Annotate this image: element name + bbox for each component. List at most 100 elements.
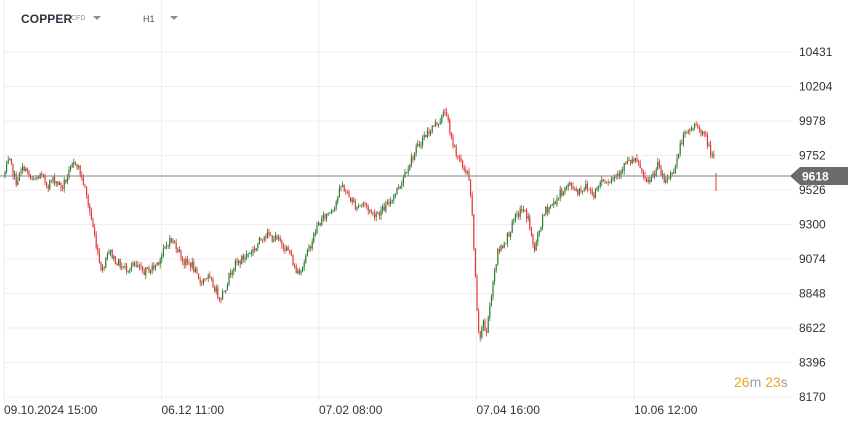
- candle-body: [337, 196, 339, 202]
- candle-body: [14, 174, 16, 177]
- candle-body: [353, 199, 355, 202]
- candle-body: [102, 267, 104, 271]
- candle-body: [161, 255, 163, 260]
- candle-body: [663, 173, 665, 183]
- time-axis: 09.10.2024 15:00 06.12 11:00 07.02 08:00 07…: [4, 403, 698, 417]
- candle-body: [492, 281, 494, 297]
- candle-body: [154, 265, 156, 269]
- candle-body: [518, 213, 520, 217]
- candle-body: [369, 210, 371, 212]
- candle-body: [583, 189, 585, 191]
- candle-body: [514, 214, 516, 221]
- candle-body: [532, 234, 534, 245]
- candle-body: [228, 273, 230, 285]
- symbol-name[interactable]: COPPER: [21, 12, 73, 26]
- candle-body: [359, 205, 361, 207]
- candle-body: [178, 249, 180, 252]
- candle-body: [604, 181, 606, 183]
- candle-body: [441, 116, 443, 122]
- candle-body: [145, 267, 147, 276]
- candle-body: [391, 200, 393, 202]
- candle-body: [526, 210, 528, 219]
- candle-body: [553, 201, 555, 205]
- candle-body: [370, 210, 372, 213]
- candle-body: [361, 204, 363, 206]
- countdown-minutes-unit: m: [749, 374, 762, 390]
- candle-body: [9, 158, 11, 160]
- candle-body: [55, 181, 57, 184]
- candle-body: [649, 179, 651, 182]
- candle-body: [543, 214, 545, 216]
- candle-body: [506, 232, 508, 244]
- candle-body: [534, 244, 536, 251]
- candle-body: [254, 248, 256, 251]
- candle-body: [350, 197, 352, 202]
- countdown-seconds-unit: s: [780, 374, 788, 390]
- candle-body: [399, 186, 401, 189]
- candle-body: [111, 249, 113, 259]
- timeframe-dropdown-icon[interactable]: [170, 16, 178, 20]
- candle-body: [89, 205, 91, 212]
- candle-body: [92, 219, 94, 227]
- candle-body: [330, 210, 332, 213]
- candle-body: [642, 170, 644, 176]
- candle-body: [602, 179, 604, 182]
- candle-body: [324, 214, 326, 219]
- candle-body: [647, 179, 649, 182]
- candle-body: [418, 144, 420, 146]
- candle-body: [100, 262, 102, 271]
- candle-body: [687, 130, 689, 133]
- candle-body: [182, 258, 184, 262]
- price-axis: 10431 10204 9978 9752 9526 9300 9074 8848 8622 83…: [799, 45, 833, 404]
- candle-body: [292, 255, 294, 266]
- candle-body: [297, 270, 299, 274]
- candle-body: [457, 155, 459, 157]
- candle-body: [63, 179, 65, 189]
- candle-body: [199, 279, 201, 283]
- candle-body: [343, 184, 345, 192]
- candle-body: [207, 275, 209, 279]
- price-tick-label: 9526: [799, 183, 826, 197]
- candle-body: [12, 163, 14, 177]
- candle-body: [103, 267, 105, 269]
- candle-body: [252, 248, 254, 253]
- candle-countdown: 26m 23s: [734, 374, 788, 390]
- candle-body: [538, 230, 540, 233]
- candle-body: [417, 144, 419, 147]
- candle-body: [362, 203, 364, 205]
- candle-body: [502, 245, 504, 249]
- candle-body: [626, 160, 628, 164]
- timeframe-selector[interactable]: H1: [143, 14, 155, 24]
- symbol-dropdown-icon[interactable]: [93, 16, 101, 20]
- candle-body: [455, 145, 457, 156]
- candle-body: [524, 209, 526, 211]
- candle-body: [71, 163, 73, 167]
- candle-body: [638, 161, 640, 164]
- candle-body: [273, 240, 275, 242]
- candle-body: [316, 225, 318, 233]
- candle-body: [190, 263, 192, 268]
- candle-body: [234, 260, 236, 269]
- candle-body: [458, 156, 460, 158]
- candle-body: [682, 134, 684, 144]
- candle-body: [230, 273, 232, 275]
- candle-body: [574, 189, 576, 191]
- candle-body: [239, 260, 241, 264]
- candle-body: [162, 248, 164, 256]
- candle-body: [582, 190, 584, 192]
- candle-body: [258, 237, 260, 245]
- candle-body: [42, 174, 44, 177]
- candle-body: [223, 291, 225, 292]
- candle-body: [263, 236, 265, 240]
- candle-body: [666, 178, 668, 181]
- candle-body: [556, 198, 558, 205]
- candle-body: [548, 206, 550, 213]
- candle-body: [41, 173, 43, 175]
- candle-body: [146, 267, 148, 269]
- candle-body: [356, 207, 358, 210]
- candle-body: [130, 266, 132, 270]
- candle-body: [377, 212, 379, 214]
- candle-body: [529, 216, 531, 230]
- candle-body: [711, 154, 713, 156]
